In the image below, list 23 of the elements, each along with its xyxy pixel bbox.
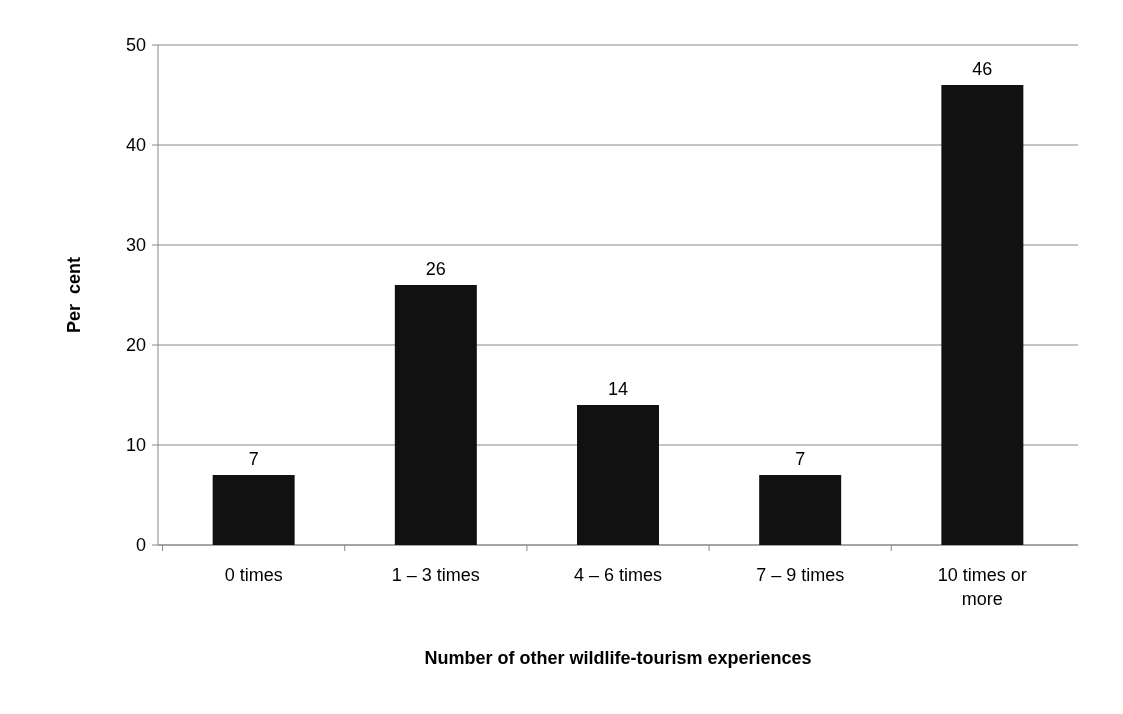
bar <box>759 475 842 545</box>
y-tick-label: 0 <box>135 535 146 556</box>
bar <box>577 405 659 545</box>
bar <box>941 85 1024 545</box>
bar <box>394 285 477 545</box>
x-axis-title: Number of other wildlife-tourism experiences <box>424 648 812 668</box>
x-tick-label: 0 times <box>224 565 283 585</box>
data-label: 14 <box>607 379 629 399</box>
y-axis-title: Per cent <box>64 256 84 334</box>
y-tick-label: 20 <box>125 335 146 356</box>
y-tick-label: 40 <box>125 135 146 156</box>
data-label: 26 <box>425 259 446 279</box>
data-label: 7 <box>795 449 806 469</box>
y-tick-label: 10 <box>125 435 146 456</box>
y-tick-label: 50 <box>125 35 146 56</box>
bar <box>212 475 295 545</box>
x-tick-label: 10 times or more <box>937 565 1027 609</box>
x-tick-label: 4 – 6 times <box>573 565 663 585</box>
x-tick-label: 1 – 3 times <box>391 565 480 585</box>
data-label: 7 <box>248 449 259 469</box>
data-label: 46 <box>972 59 993 79</box>
y-tick-label: 30 <box>125 235 146 256</box>
x-tick-label: 7 – 9 times <box>756 565 845 585</box>
